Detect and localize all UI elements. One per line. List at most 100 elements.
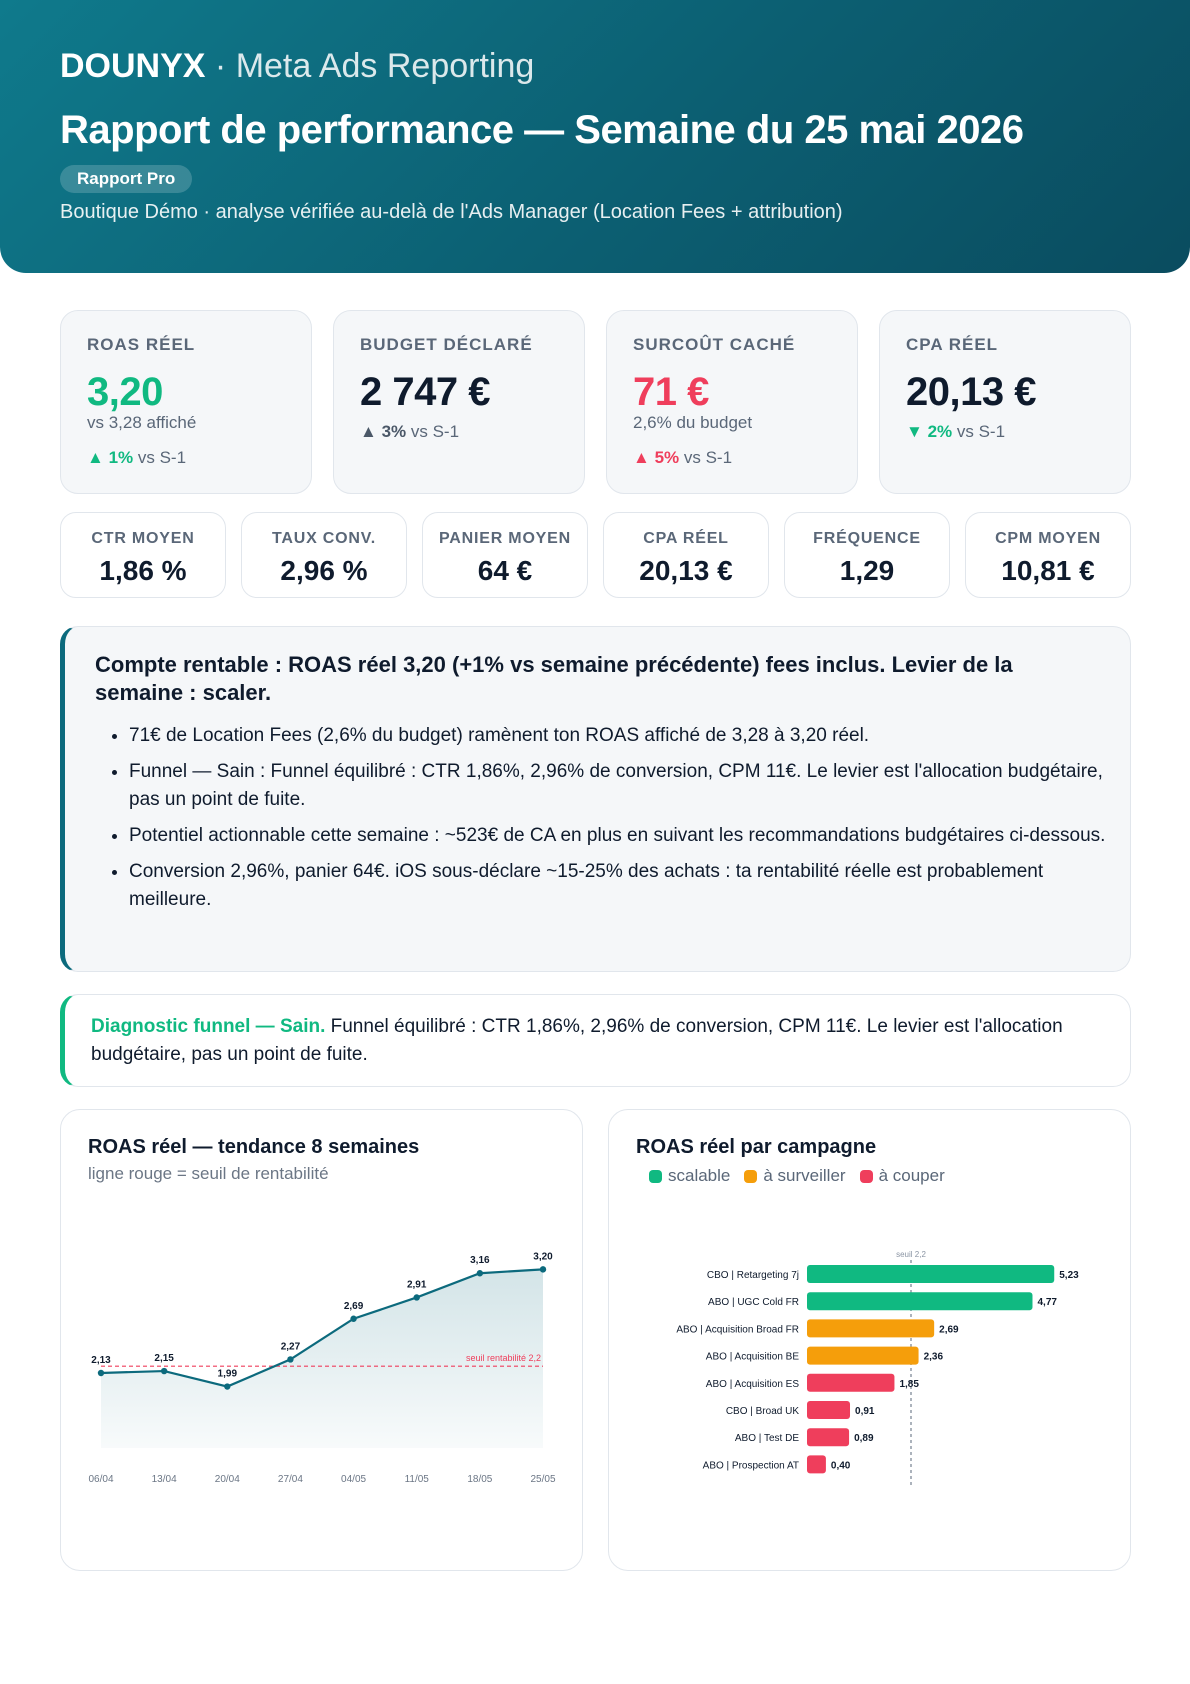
kpi-card-budget: BUDGET DÉCLARÉ 2 747 € ▲ 3% vs S-1 (333, 310, 585, 494)
metric-label: FRÉQUENCE (813, 530, 921, 547)
x-tick-label: 04/05 (341, 1474, 366, 1485)
legend-item-watch: à surveiller (744, 1166, 846, 1186)
bar-value-label: 0,89 (854, 1433, 874, 1444)
x-tick-label: 06/04 (88, 1474, 113, 1485)
roas-trend-chart: seuil rentabilité 2,2 2,13 06/04 2,15 13/04 1… (88, 1251, 555, 1485)
metric-cpm: CPM MOYEN 10,81 € (965, 512, 1131, 598)
kpi-value: 2 747 € (360, 370, 490, 414)
bar (807, 1346, 919, 1365)
kpi-card-roas: ROAS RÉEL 3,20 vs 3,28 affiché ▲ 1% vs S… (60, 310, 312, 494)
data-label: 2,27 (281, 1341, 301, 1352)
metric-value: 2,96 % (280, 555, 368, 586)
data-label: 3,16 (470, 1255, 490, 1266)
bar-value-label: 5,23 (1059, 1270, 1079, 1281)
data-label: 2,91 (407, 1279, 427, 1290)
diagnostic-label: Diagnostic funnel — Sain. (91, 1016, 326, 1037)
data-label: 1,99 (218, 1369, 238, 1380)
data-label: 3,20 (533, 1251, 553, 1262)
category-label: CBO | Broad UK (726, 1406, 800, 1417)
up-arrow-icon: ▲ (633, 448, 650, 467)
legend-swatch (649, 1169, 662, 1183)
list-item: Potentiel actionnable cette semaine : ~5… (129, 822, 1119, 850)
kpi-delta-suffix: vs S-1 (410, 422, 460, 441)
data-point (476, 1270, 484, 1277)
trend-line (100, 1268, 544, 1388)
summary-list: 71€ de Location Fees (2,6% du budget) ra… (129, 722, 1119, 922)
category-label: ABO | Prospection AT (703, 1460, 799, 1471)
metric-label: CTR MOYEN (91, 530, 195, 547)
data-point (539, 1266, 547, 1273)
kpi-delta: ▲ 5% vs S-1 (633, 448, 732, 468)
bar (807, 1373, 895, 1392)
category-label: CBO | Retargeting 7j (707, 1270, 799, 1281)
bar-value-label: 0,91 (855, 1406, 875, 1417)
bar (807, 1401, 851, 1419)
metric-label: PANIER MOYEN (439, 530, 571, 547)
metric-value: 64 € (477, 555, 533, 586)
brand-name: DOUNYX (60, 47, 206, 85)
metric-value: 10,81 € (1001, 555, 1095, 586)
kpi-delta-suffix: vs S-1 (683, 448, 733, 467)
data-point (97, 1369, 105, 1377)
metric-value: 20,13 € (639, 555, 733, 586)
summary-box: Compte rentable : ROAS réel 3,20 (+1% vs… (60, 626, 1131, 972)
data-label: 2,15 (154, 1353, 174, 1364)
diagnostic-box: Diagnostic funnel — Sain. Funnel équilib… (60, 994, 1131, 1087)
kpi-delta-suffix: vs S-1 (956, 422, 1006, 441)
roas-campaign-chart: seuil 2,2 CBO | Retargeting 7j 5,23 ABO | U… (676, 1250, 1079, 1486)
category-label: ABO | UGC Cold FR (708, 1297, 799, 1308)
category-label: ABO | Acquisition Broad FR (676, 1324, 799, 1335)
x-tick-label: 20/04 (215, 1474, 240, 1485)
kpi-delta: ▲ 1% vs S-1 (87, 448, 186, 468)
metric-value: 1,86 % (99, 555, 187, 586)
kpi-delta-value: 3% (381, 422, 407, 441)
list-item: 71€ de Location Fees (2,6% du budget) ra… (129, 722, 1119, 750)
legend-item-cut: à couper (859, 1166, 945, 1186)
chart-subtitle: ligne rouge = seuil de rentabilité (88, 1164, 329, 1183)
kpi-label: BUDGET DÉCLARÉ (360, 335, 533, 354)
x-tick-label: 13/04 (152, 1474, 177, 1485)
brand-suffix: · Meta Ads Reporting (214, 47, 535, 85)
bar-value-label: 2,36 (924, 1352, 944, 1363)
chart-title: ROAS réel — tendance 8 semaines (88, 1136, 420, 1158)
bar (807, 1319, 935, 1338)
metric-frequency: FRÉQUENCE 1,29 (784, 512, 950, 598)
chart-legend: scalable à surveiller à couper (649, 1166, 945, 1186)
up-arrow-icon: ▲ (360, 422, 377, 441)
category-label: ABO | Acquisition ES (706, 1379, 800, 1390)
plan-badge: Rapport Pro (60, 165, 193, 193)
threshold-label: seuil rentabilité 2,2 (466, 1353, 541, 1363)
bar (807, 1428, 850, 1447)
legend-label: à surveiller (763, 1166, 846, 1185)
metric-label: CPM MOYEN (995, 530, 1101, 547)
kpi-delta: ▲ 3% vs S-1 (360, 422, 459, 442)
bar (807, 1265, 1055, 1283)
legend-label: scalable (668, 1166, 731, 1185)
page-subtitle: Boutique Démo · analyse vérifiée au-delà… (60, 201, 843, 223)
legend-item-scalable: scalable (649, 1166, 730, 1186)
category-label: ABO | Acquisition BE (706, 1352, 800, 1363)
legend-swatch (859, 1169, 873, 1183)
kpi-delta-value: 2% (927, 422, 953, 441)
metric-cpa: CPA RÉEL 20,13 € (603, 512, 769, 598)
data-point (350, 1315, 357, 1322)
roas-campaign-card: ROAS réel par campagne scalable à survei… (608, 1109, 1131, 1571)
kpi-label: ROAS RÉEL (87, 335, 196, 354)
legend-swatch (744, 1169, 758, 1183)
metric-value: 1,29 (839, 555, 895, 586)
chart-title: ROAS réel par campagne (636, 1136, 877, 1158)
metric-conversion-rate: TAUX CONV. 2,96 % (241, 512, 407, 598)
x-tick-label: 11/05 (405, 1474, 430, 1485)
summary-heading: Compte rentable : ROAS réel 3,20 (+1% vs… (95, 652, 1013, 705)
bar (807, 1292, 1033, 1311)
up-arrow-icon: ▲ (87, 448, 104, 467)
data-point (413, 1294, 420, 1301)
data-point (160, 1367, 168, 1375)
metric-label: TAUX CONV. (271, 530, 376, 547)
kpi-label: CPA RÉEL (906, 335, 999, 354)
kpi-value: 3,20 (87, 370, 163, 414)
data-label: 2,13 (91, 1355, 111, 1366)
x-tick-label: 27/04 (278, 1474, 303, 1485)
metric-basket: PANIER MOYEN 64 € (422, 512, 588, 598)
diagnostic-text: Diagnostic funnel — Sain. Funnel équilib… (91, 1013, 1111, 1069)
